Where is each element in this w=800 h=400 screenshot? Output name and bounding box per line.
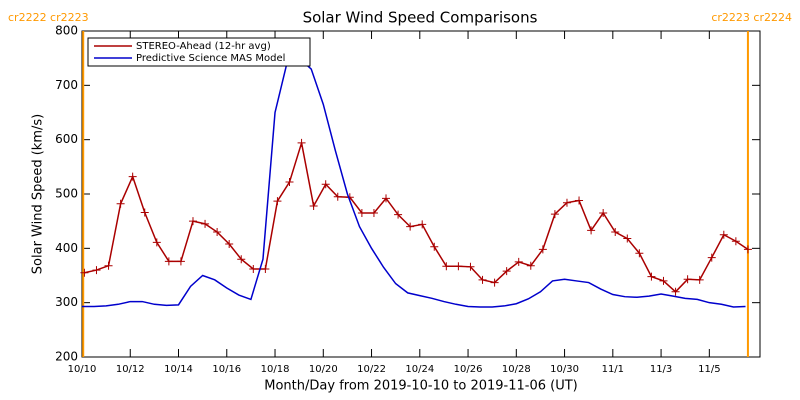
- x-tick-label: 10/20: [309, 364, 338, 375]
- legend-label: Predictive Science MAS Model: [136, 53, 285, 64]
- point-marker: [683, 275, 692, 284]
- point-marker: [731, 237, 740, 246]
- point-marker: [201, 219, 210, 228]
- y-tick-label: 300: [55, 295, 78, 309]
- point-marker: [659, 276, 668, 285]
- legend-box: [87, 37, 311, 67]
- point-marker: [213, 228, 222, 237]
- point-marker: [587, 226, 596, 235]
- point-marker: [333, 192, 342, 201]
- point-marker: [599, 209, 608, 218]
- series-line: [82, 57, 746, 308]
- point-marker: [538, 245, 547, 254]
- point-marker: [273, 197, 282, 206]
- y-tick-label: 600: [55, 132, 78, 146]
- point-marker: [285, 178, 294, 187]
- point-marker: [152, 238, 161, 247]
- x-tick-label: 10/12: [116, 364, 145, 375]
- y-axis-label: Solar Wind Speed (km/s): [31, 114, 46, 274]
- carrington-label: cr2222 cr2223: [8, 11, 89, 24]
- x-tick-label: 10/28: [502, 364, 531, 375]
- point-marker: [466, 262, 475, 271]
- x-tick-label: 10/30: [550, 364, 579, 375]
- y-tick-label: 400: [55, 241, 78, 255]
- point-marker: [104, 261, 113, 270]
- point-marker: [575, 196, 584, 205]
- point-marker: [671, 287, 680, 296]
- point-marker: [92, 266, 101, 275]
- point-marker: [454, 262, 463, 271]
- point-marker: [357, 209, 366, 218]
- point-marker: [442, 262, 451, 271]
- x-tick-label: 11/5: [698, 364, 720, 375]
- point-marker: [635, 249, 644, 258]
- point-marker: [249, 264, 258, 273]
- point-marker: [490, 278, 499, 287]
- legend-label: STEREO-Ahead (12-hr avg): [136, 41, 271, 52]
- point-marker: [430, 242, 439, 251]
- point-marker: [502, 267, 511, 276]
- point-marker: [514, 257, 523, 266]
- point-marker: [743, 245, 752, 254]
- point-marker: [562, 198, 571, 207]
- point-marker: [382, 194, 391, 203]
- point-marker: [394, 210, 403, 219]
- point-marker: [164, 257, 173, 266]
- point-marker: [309, 201, 318, 210]
- point-marker: [297, 138, 306, 147]
- point-marker: [550, 210, 559, 219]
- x-tick-label: 10/24: [405, 364, 434, 375]
- carrington-label: cr2223 cr2224: [711, 11, 792, 24]
- point-marker: [647, 272, 656, 281]
- y-tick-label: 700: [55, 78, 78, 92]
- point-marker: [176, 257, 185, 266]
- point-marker: [719, 230, 728, 239]
- point-marker: [418, 220, 427, 229]
- point-marker: [261, 264, 270, 273]
- x-axis-label: Month/Day from 2019-10-10 to 2019-11-06 …: [264, 379, 577, 394]
- x-tick-label: 10/10: [68, 364, 97, 375]
- point-marker: [478, 275, 487, 284]
- chart-title: Solar Wind Speed Comparisons: [303, 9, 538, 27]
- point-marker: [80, 268, 89, 277]
- point-marker: [707, 253, 716, 262]
- y-tick-label: 200: [55, 350, 78, 364]
- point-marker: [369, 209, 378, 218]
- x-tick-label: 10/22: [357, 364, 386, 375]
- point-marker: [623, 234, 632, 243]
- x-tick-label: 11/3: [650, 364, 672, 375]
- point-marker: [695, 275, 704, 284]
- x-tick-label: 10/26: [454, 364, 483, 375]
- x-tick-label: 10/16: [212, 364, 241, 375]
- y-tick-label: 800: [55, 24, 78, 38]
- x-tick-label: 10/18: [261, 364, 290, 375]
- point-marker: [526, 261, 535, 270]
- point-marker: [188, 217, 197, 226]
- y-tick-label: 500: [55, 187, 78, 201]
- point-marker: [128, 172, 137, 181]
- x-tick-label: 10/14: [164, 364, 193, 375]
- point-marker: [406, 222, 415, 231]
- x-tick-label: 11/1: [602, 364, 624, 375]
- point-marker: [140, 208, 149, 217]
- point-marker: [321, 180, 330, 189]
- point-marker: [225, 239, 234, 248]
- point-marker: [237, 255, 246, 264]
- point-marker: [611, 228, 620, 237]
- point-marker: [116, 199, 125, 208]
